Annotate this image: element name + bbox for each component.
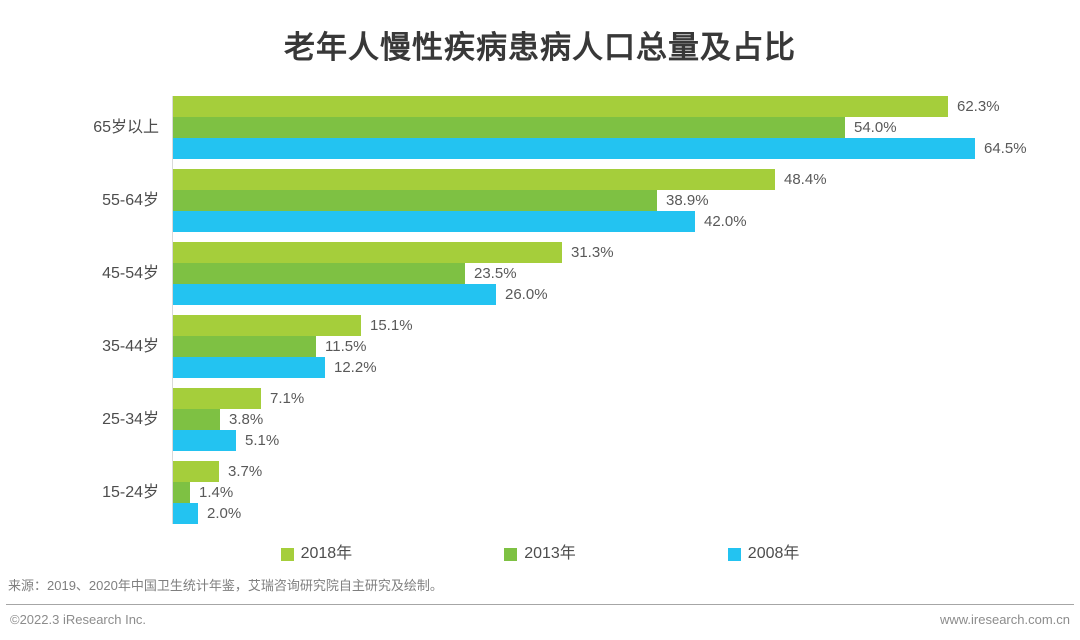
bar-row: 3.8% xyxy=(173,409,1053,430)
bar-segment xyxy=(173,388,261,409)
bar-row: 31.3% xyxy=(173,242,1053,263)
category-label: 35-44岁 xyxy=(102,337,159,355)
legend-swatch xyxy=(280,547,294,561)
category-label: 65岁以上 xyxy=(93,118,159,136)
bar-value-label: 1.4% xyxy=(199,484,234,501)
category-label: 15-24岁 xyxy=(102,483,159,501)
bar-row: 23.5% xyxy=(173,263,1053,284)
bar-group: 65岁以上 62.3% 54.0% 64.5% xyxy=(93,96,1053,159)
category-label: 55-64岁 xyxy=(102,191,159,209)
legend-item: 2008年 xyxy=(727,545,800,562)
bar-segment xyxy=(173,117,845,138)
bar-row: 42.0% xyxy=(173,211,1053,232)
bar-row: 64.5% xyxy=(173,138,1053,159)
bar-value-label: 31.3% xyxy=(571,244,614,261)
bar-value-label: 26.0% xyxy=(505,286,548,303)
bar-row: 1.4% xyxy=(173,482,1053,503)
bar-value-label: 62.3% xyxy=(957,98,1000,115)
legend-swatch xyxy=(504,547,518,561)
legend-item: 2013年 xyxy=(504,546,576,562)
bar-segment xyxy=(173,336,316,357)
bar-row: 54.0% xyxy=(173,117,1053,138)
category-label: 25-34岁 xyxy=(102,410,159,428)
bar-value-label: 15.1% xyxy=(370,317,413,334)
chart-legend: 2018年 2013年 2008年 xyxy=(140,546,940,562)
bar-segment xyxy=(173,430,236,451)
bar-row: 3.7% xyxy=(173,461,1053,482)
bar-value-label: 7.1% xyxy=(270,390,305,407)
bar-value-label: 42.0% xyxy=(704,213,747,230)
bar-value-label: 11.5% xyxy=(325,338,367,355)
bar-segment xyxy=(173,263,465,284)
bar-segment xyxy=(173,461,219,482)
bar-row: 5.1% xyxy=(173,430,1053,451)
bar-group: 15-24岁 3.7% 1.4% 2.0% xyxy=(102,461,1053,524)
footer-bar: ©2022.3 iResearch Inc. www.iresearch.com… xyxy=(0,612,1080,627)
bar-value-label: 2.0% xyxy=(207,505,242,522)
bar-segment xyxy=(173,357,325,378)
bar-row: 7.1% xyxy=(173,388,1053,409)
bar-value-label: 54.0% xyxy=(854,119,897,136)
bar-row: 38.9% xyxy=(173,190,1053,211)
bar-row: 62.3% xyxy=(173,96,1053,117)
page-title: 老年人慢性疾病患病人口总量及占比 xyxy=(284,30,796,65)
bar-segment xyxy=(173,138,975,159)
bar-segment xyxy=(173,409,220,430)
bar-row: 15.1% xyxy=(173,315,1053,336)
bar-value-label: 38.9% xyxy=(666,192,709,209)
legend-swatch xyxy=(727,547,741,561)
bar-row: 11.5% xyxy=(173,336,1053,357)
bar-segment xyxy=(173,503,198,524)
bar-value-label: 23.5% xyxy=(474,265,517,282)
source-note: 来源：2019、2020年中国卫生统计年鉴，艾瑞咨询研究院自主研究及绘制。 xyxy=(8,578,443,593)
bar-segment xyxy=(173,211,695,232)
bar-row: 48.4% xyxy=(173,169,1053,190)
bar-segment xyxy=(173,169,775,190)
bar-value-label: 64.5% xyxy=(984,140,1027,157)
bar-segment xyxy=(173,190,657,211)
bar-value-label: 12.2% xyxy=(334,359,377,376)
bar-group: 25-34岁 7.1% 3.8% 5.1% xyxy=(102,388,1053,451)
bar-value-label: 3.8% xyxy=(229,411,264,428)
bar-segment xyxy=(173,96,948,117)
bar-segment xyxy=(173,242,562,263)
footer-copyright: ©2022.3 iResearch Inc. xyxy=(10,612,147,627)
bar-group: 35-44岁 15.1% 11.5% 12.2% xyxy=(102,315,1053,378)
chart-plot-area: 65岁以上 62.3% 54.0% 64.5% 55-64岁 48.4% 38.9% 42.0… xyxy=(93,96,1053,524)
bar-row: 26.0% xyxy=(173,284,1053,305)
legend-label: 2018年 xyxy=(300,545,353,562)
category-label: 45-54岁 xyxy=(102,264,159,282)
legend-item: 2018年 xyxy=(280,545,353,562)
bar-segment xyxy=(173,482,190,503)
bar-value-label: 48.4% xyxy=(784,171,827,188)
bar-row: 2.0% xyxy=(173,503,1053,524)
footer-divider xyxy=(6,604,1074,605)
bar-value-label: 5.1% xyxy=(245,432,280,449)
bar-segment xyxy=(173,284,496,305)
footer-website: www.iresearch.com.cn xyxy=(939,612,1070,627)
chart: 65岁以上 62.3% 54.0% 64.5% 55-64岁 48.4% 38.9% 42.0… xyxy=(0,96,1080,562)
bar-group: 55-64岁 48.4% 38.9% 42.0% xyxy=(102,169,1053,232)
bar-value-label: 3.7% xyxy=(228,463,263,480)
legend-label: 2013年 xyxy=(524,545,576,562)
legend-label: 2008年 xyxy=(747,545,800,562)
bar-group: 45-54岁 31.3% 23.5% 26.0% xyxy=(102,242,1053,305)
bar-segment xyxy=(173,315,361,336)
bar-row: 12.2% xyxy=(173,357,1053,378)
